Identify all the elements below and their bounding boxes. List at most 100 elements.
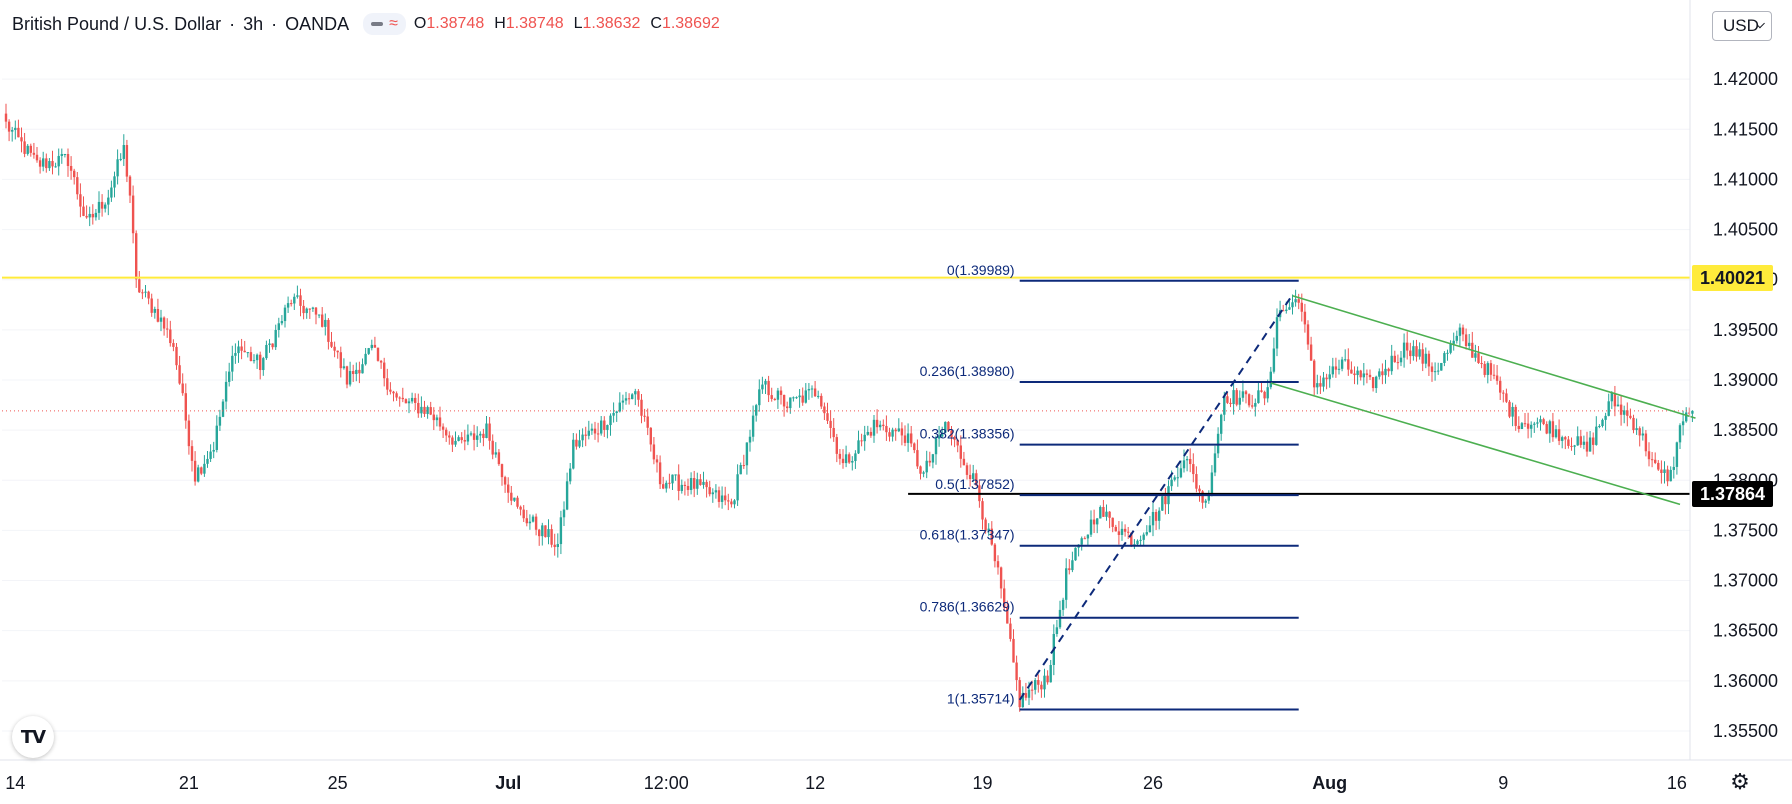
candle (981, 497, 984, 530)
candle-body (131, 195, 135, 234)
candle (404, 398, 408, 404)
candle-body (1108, 511, 1111, 518)
candle-body (782, 394, 786, 407)
candle-body (1576, 436, 1579, 446)
candle (1623, 405, 1626, 424)
candle (1471, 331, 1474, 358)
candle (947, 421, 950, 432)
candle-body (615, 411, 618, 413)
candle (156, 298, 160, 323)
symbol-name[interactable]: British Pound / U.S. Dollar (12, 13, 222, 34)
y-tick-label: 1.40500 (1713, 220, 1778, 240)
candle (1337, 359, 1341, 375)
candle (150, 293, 153, 317)
candle (339, 346, 342, 378)
candle (26, 143, 29, 156)
candle (1021, 686, 1024, 708)
candle-body (931, 454, 935, 463)
candle-body (1387, 368, 1390, 372)
candle (572, 432, 575, 470)
candle (1282, 304, 1285, 312)
candle-body (665, 482, 668, 489)
candle (1058, 600, 1062, 630)
candle (1635, 418, 1638, 435)
candle (779, 386, 783, 405)
candle (1161, 494, 1164, 511)
candle (624, 391, 628, 405)
candle (1347, 348, 1350, 376)
candle (1266, 379, 1269, 403)
candle (513, 497, 516, 502)
interval-label[interactable]: 3h (243, 13, 264, 34)
candle (1133, 539, 1136, 550)
candle (925, 450, 928, 479)
candle-body (1406, 342, 1409, 351)
candle-body (389, 389, 392, 392)
candle (73, 168, 76, 185)
candle (1117, 521, 1121, 545)
candle-body (1650, 459, 1654, 461)
candle-body (345, 366, 349, 385)
candle-body (953, 437, 956, 440)
candle-body (1657, 462, 1660, 470)
gear-icon[interactable]: ⚙ (1730, 769, 1750, 794)
candle-body (76, 177, 79, 195)
candle-body (671, 474, 674, 484)
candle (4, 103, 8, 129)
candle (894, 427, 897, 441)
candle-body (1613, 393, 1617, 407)
candle-body (370, 344, 373, 349)
candle-body (553, 544, 556, 548)
candle (1526, 412, 1530, 439)
candle (999, 566, 1003, 599)
candle-body (761, 384, 764, 390)
candle-body (1688, 412, 1691, 414)
fib-trend-line (1018, 294, 1294, 701)
candle-body (1198, 488, 1201, 492)
candle (417, 393, 420, 418)
candle-body (801, 395, 804, 403)
candle (1127, 526, 1130, 539)
candle-body (296, 295, 299, 297)
candle (438, 406, 442, 431)
candle (1505, 388, 1508, 404)
candle-body (584, 434, 587, 436)
candle-body (1601, 419, 1604, 427)
candle-body (696, 479, 699, 489)
y-tick-label: 1.38500 (1713, 420, 1778, 440)
indicator-toggle-pill[interactable]: ≈ (363, 13, 406, 35)
candle (720, 486, 724, 509)
candle-body (968, 474, 972, 480)
candle-body (234, 353, 237, 356)
candle-body (1120, 528, 1124, 535)
candle-body (906, 433, 910, 443)
candle-body (228, 371, 231, 382)
currency-button[interactable]: USD (1712, 11, 1772, 41)
candle (1629, 408, 1632, 420)
candle (1099, 505, 1102, 519)
candle-body (169, 329, 172, 344)
candle (919, 465, 922, 480)
candle-body (934, 438, 938, 455)
tradingview-logo-icon[interactable]: TV (12, 716, 54, 758)
candle (1167, 480, 1170, 515)
candle-body (100, 201, 104, 209)
y-tick-label: 1.37000 (1713, 571, 1778, 591)
candle (1068, 559, 1071, 575)
candle-body (88, 213, 91, 218)
x-tick-label: Aug (1312, 773, 1347, 793)
candle-body (364, 353, 367, 365)
candle-body (773, 398, 776, 400)
candle (621, 394, 625, 410)
candle-body (147, 291, 150, 299)
candle-body (652, 444, 656, 460)
candle (296, 285, 299, 299)
candle (662, 476, 665, 490)
candle (1452, 332, 1455, 351)
candle-body (810, 388, 814, 390)
candle-body (438, 417, 442, 427)
candle (370, 339, 373, 351)
candle-body (476, 435, 479, 440)
